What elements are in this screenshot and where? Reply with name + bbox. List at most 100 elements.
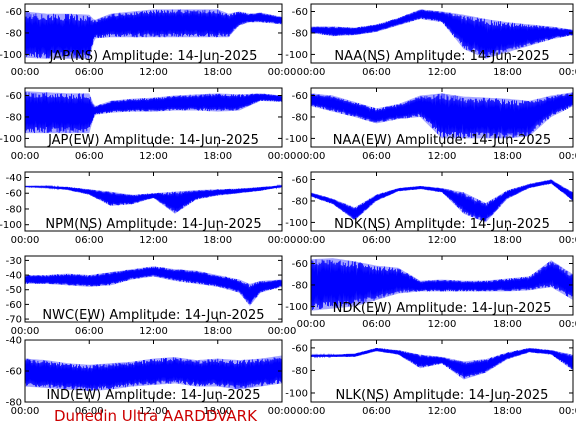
y-tick-label: -40: [6, 336, 22, 347]
amplitude-trace: [311, 179, 573, 223]
x-tick-label: 12:00: [428, 319, 457, 330]
y-tick-label: -100: [0, 50, 22, 61]
amplitude-trace-line: [25, 92, 282, 134]
y-tick-label: -60: [292, 259, 308, 270]
chart-panel: -60 -80 -100 00:00 06:00 12:00 18:00 00:00 NDK(E…: [285, 255, 576, 330]
y-tick-label: -50: [6, 285, 22, 296]
x-tick-label: 18:00: [493, 235, 522, 246]
x-tick-label: 12:00: [139, 151, 168, 162]
chart-title: JAP(EW) Amplitude: 14-Jun-2025: [47, 133, 259, 148]
y-tick-label: -60: [6, 367, 22, 378]
y-tick-label: -100: [285, 218, 308, 229]
y-tick-label: -80: [6, 28, 22, 39]
y-tick-label: -80: [6, 112, 22, 123]
y-tick-label: -80: [292, 280, 308, 291]
x-tick-label: 00:00: [268, 67, 297, 78]
x-tick-label: 00:00: [268, 151, 297, 162]
x-tick-label: 18:00: [203, 235, 232, 246]
y-tick-label: -40: [6, 173, 22, 184]
amplitude-trace-line: [25, 184, 282, 213]
y-tick-label: -80: [292, 366, 308, 377]
x-tick-label: 18:00: [493, 319, 522, 330]
chart-panel: -60 -80 -100 00:00 06:00 12:00 18:00 00:00 NDK(N…: [285, 171, 576, 246]
x-tick-label: 06:00: [362, 406, 391, 417]
x-tick-label: 06:00: [75, 151, 104, 162]
x-tick-label: 06:00: [362, 319, 391, 330]
x-tick-label: 18:00: [203, 151, 232, 162]
x-tick-label: 06:00: [362, 235, 391, 246]
x-tick-label: 00:00: [297, 406, 326, 417]
chart-title: IND(EW) Amplitude: 14-Jun-2025: [46, 388, 260, 403]
x-tick-label: 12:00: [139, 67, 168, 78]
footer-credit: Dunedin Ultra AARDDVARK: [54, 407, 257, 425]
x-tick-label: 00:00: [559, 235, 576, 246]
x-tick-label: 00:00: [297, 319, 326, 330]
x-tick-label: 00:00: [559, 406, 576, 417]
x-tick-label: 12:00: [139, 406, 168, 417]
x-tick-label: 12:00: [428, 235, 457, 246]
x-tick-label: 12:00: [428, 406, 457, 417]
x-tick-label: 18:00: [493, 67, 522, 78]
amplitude-trace-line: [25, 266, 282, 304]
x-tick-label: 00:00: [11, 326, 40, 337]
y-tick-label: -80: [6, 398, 22, 409]
x-tick-label: 00:00: [11, 67, 40, 78]
chart-title: NPM(NS) Amplitude: 14-Jun-2025: [45, 217, 261, 232]
y-tick-label: -100: [0, 134, 22, 145]
x-tick-label: 18:00: [203, 406, 232, 417]
amplitude-trace-line: [311, 92, 573, 139]
y-tick-label: -100: [285, 50, 308, 61]
x-tick-label: 00:00: [11, 235, 40, 246]
chart-title: NAA(NS) Amplitude: 14-Jun-2025: [334, 49, 549, 64]
y-tick-label: -60: [292, 343, 308, 354]
y-tick-label: -60: [292, 175, 308, 186]
chart-title: NAA(EW) Amplitude: 14-Jun-2025: [333, 133, 551, 148]
x-tick-label: 06:00: [75, 326, 104, 337]
y-tick-label: -100: [0, 220, 22, 231]
y-tick-label: -80: [292, 112, 308, 123]
y-tick-label: -60: [292, 91, 308, 102]
x-tick-label: 00:00: [559, 67, 576, 78]
amplitude-trace: [311, 9, 573, 59]
x-tick-label: 06:00: [362, 67, 391, 78]
y-tick-label: -100: [285, 302, 308, 313]
x-tick-label: 00:00: [268, 235, 297, 246]
amplitude-trace-line: [311, 9, 573, 58]
chart-panel: -60 -80 -100 00:00 06:00 12:00 18:00 00:00 NAA(E…: [285, 87, 576, 162]
y-tick-label: -80: [292, 196, 308, 207]
y-tick-label: -40: [6, 271, 22, 282]
x-tick-label: 18:00: [493, 151, 522, 162]
amplitude-trace-line: [311, 348, 573, 379]
x-tick-label: 00:00: [297, 67, 326, 78]
chart-panel: -60 -80 -100 00:00 06:00 12:00 18:00 00:00 JAP(N…: [0, 3, 297, 78]
chart-title: JAP(NS) Amplitude: 14-Jun-2025: [49, 49, 258, 64]
chart-panel: -60 -80 -100 00:00 06:00 12:00 18:00 00:00 NLK(N…: [285, 339, 576, 417]
chart-panel: -60 -80 -100 00:00 06:00 12:00 18:00 00:00 NAA(N…: [285, 3, 576, 78]
x-tick-label: 00:00: [297, 235, 326, 246]
chart-title: NWC(EW) Amplitude: 14-Jun-2025: [42, 308, 264, 323]
y-tick-label: -100: [285, 134, 308, 145]
x-tick-label: 00:00: [297, 151, 326, 162]
chart-panel: -40 -60 -80 -100 00:00 06:00 12:00 18:00 00:00 NP…: [0, 171, 297, 246]
y-tick-label: -60: [6, 91, 22, 102]
y-tick-label: -80: [292, 28, 308, 39]
x-tick-label: 12:00: [428, 67, 457, 78]
amplitude-trace-line: [25, 357, 282, 391]
x-tick-label: 06:00: [362, 151, 391, 162]
x-tick-label: 06:00: [75, 67, 104, 78]
x-tick-label: 00:00: [268, 326, 297, 337]
x-tick-label: 00:00: [559, 319, 576, 330]
y-tick-label: -60: [292, 7, 308, 18]
x-tick-label: 00:00: [11, 151, 40, 162]
chart-title: NDK(EW) Amplitude: 14-Jun-2025: [333, 301, 552, 316]
chart-panel: -60 -80 -100 00:00 06:00 12:00 18:00 00:00 JAP(E…: [0, 87, 297, 162]
chart-title: NDK(NS) Amplitude: 14-Jun-2025: [334, 217, 550, 232]
y-tick-label: -30: [6, 256, 22, 267]
chart-title: NLK(NS) Amplitude: 14-Jun-2025: [336, 388, 549, 403]
y-tick-label: -60: [6, 300, 22, 311]
y-tick-label: -60: [6, 189, 22, 200]
x-tick-label: 18:00: [493, 406, 522, 417]
y-tick-label: -60: [6, 7, 22, 18]
amplitude-trace: [311, 347, 573, 380]
